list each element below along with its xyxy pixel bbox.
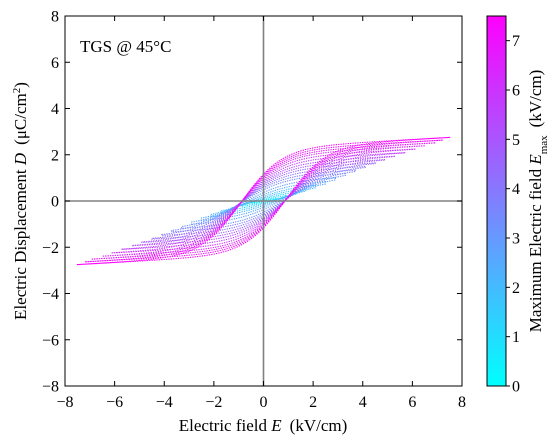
- hysteresis-loops: [76, 136, 451, 266]
- colorbar: [486, 15, 507, 387]
- x-tick-label: −6: [106, 394, 123, 411]
- x-tick-label: −4: [156, 394, 173, 411]
- colorbar-tick-label: 2: [512, 280, 520, 297]
- hysteresis-loop: [84, 139, 443, 263]
- y-tick-label: −8: [42, 379, 59, 396]
- hysteresis-loop: [141, 158, 386, 244]
- colorbar-tick-label: 0: [512, 379, 520, 396]
- x-tick-label: 0: [260, 394, 268, 411]
- y-tick-label: 4: [51, 101, 59, 118]
- hysteresis-loop: [111, 148, 416, 254]
- hysteresis-loop: [76, 136, 451, 266]
- x-tick-label: 4: [359, 394, 367, 411]
- hysteresis-loop: [250, 197, 277, 205]
- x-axis-title: Electric field E (kV/cm): [179, 416, 348, 435]
- colorbar-tick-label: 3: [512, 231, 520, 248]
- y-tick-label: 8: [51, 9, 59, 26]
- y-tick-label: −6: [42, 332, 59, 349]
- colorbar-tick-label: 1: [512, 329, 520, 346]
- y-axis-title: Electric Displacement D(μC/cm2): [11, 82, 30, 320]
- colorbar-tick-label: 6: [512, 83, 520, 100]
- x-axis-ticks: −8 −6 −4 −2 0 2 4 6 8: [56, 16, 466, 411]
- y-tick-label: 2: [51, 147, 59, 164]
- colorbar-ticks: 0 1 2 3 4 5 6 7: [506, 33, 520, 396]
- colorbar-title: Maximum Electric field Emax(kV/cm): [526, 70, 550, 333]
- hysteresis-loop: [121, 152, 406, 250]
- chart-annotation: TGS @ 45°C: [80, 37, 171, 56]
- x-tick-label: −2: [205, 394, 222, 411]
- colorbar-tick-label: 5: [512, 132, 520, 149]
- hysteresis-loop: [210, 184, 317, 218]
- hysteresis-loop: [101, 145, 426, 257]
- x-tick-label: 8: [458, 394, 466, 411]
- y-axis-ticks: −8 −6 −4 −2 0 2 4 6 8: [42, 9, 462, 396]
- x-tick-label: −8: [56, 394, 73, 411]
- x-tick-label: 2: [309, 394, 317, 411]
- y-tick-label: −4: [42, 286, 59, 303]
- x-tick-label: 6: [408, 394, 416, 411]
- hysteresis-loop: [151, 162, 376, 240]
- hysteresis-loop: [131, 155, 396, 247]
- y-tick-label: 6: [51, 55, 59, 72]
- y-tick-label: 0: [51, 194, 59, 211]
- colorbar-tick-label: 4: [512, 181, 520, 198]
- y-tick-label: −2: [42, 240, 59, 257]
- hysteresis-loop: [91, 142, 436, 260]
- colorbar-tick-label: 7: [512, 33, 520, 50]
